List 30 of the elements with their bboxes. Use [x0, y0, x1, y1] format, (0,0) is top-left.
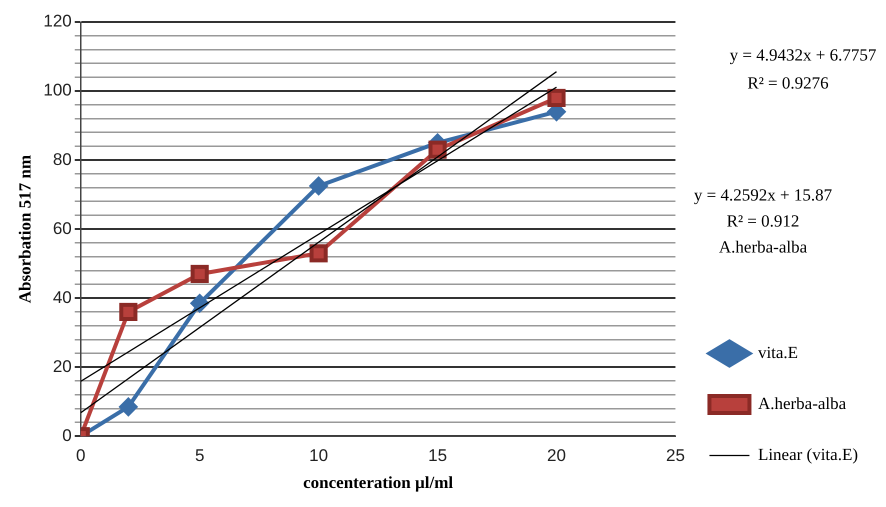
y-axis-title: Absorbation 517 nm — [16, 154, 35, 304]
y-tick-label: 60 — [52, 218, 72, 238]
x-tick-label: 5 — [194, 446, 204, 466]
x-tick-label: 0 — [76, 446, 86, 466]
x-tick-label: 15 — [428, 446, 448, 466]
point — [119, 302, 138, 322]
legend-label: Linear (vita.E) — [758, 444, 858, 464]
point — [310, 176, 328, 195]
text: R² = 0.9276 — [747, 73, 829, 92]
x-axis-title: concenteration µl/ml — [303, 473, 454, 492]
point — [119, 398, 138, 416]
y-tick-label: 80 — [52, 150, 72, 169]
y-tick-label: 100 — [43, 80, 72, 100]
legend-label: vita.E — [758, 342, 798, 362]
point — [190, 264, 209, 284]
text: A.herba-alba — [718, 237, 808, 256]
legend-label: A.herba-alba — [758, 394, 847, 413]
text: y = 4.2592x + 15.87 — [694, 185, 833, 204]
y-tick-label: 120 — [43, 12, 72, 31]
x-tick-label: 20 — [547, 446, 566, 466]
x-tick-label: 25 — [666, 446, 685, 466]
y-tick-label: 0 — [62, 426, 72, 445]
x-tick-label: 10 — [309, 446, 328, 466]
point — [547, 88, 566, 108]
point — [310, 244, 328, 262]
text: R² = 0.912 — [726, 211, 800, 230]
y-tick-label: 20 — [52, 356, 72, 376]
text: y = 4.9432x + 6.7757 — [730, 45, 877, 64]
y-tick-label: 40 — [52, 288, 72, 307]
point — [428, 140, 447, 159]
